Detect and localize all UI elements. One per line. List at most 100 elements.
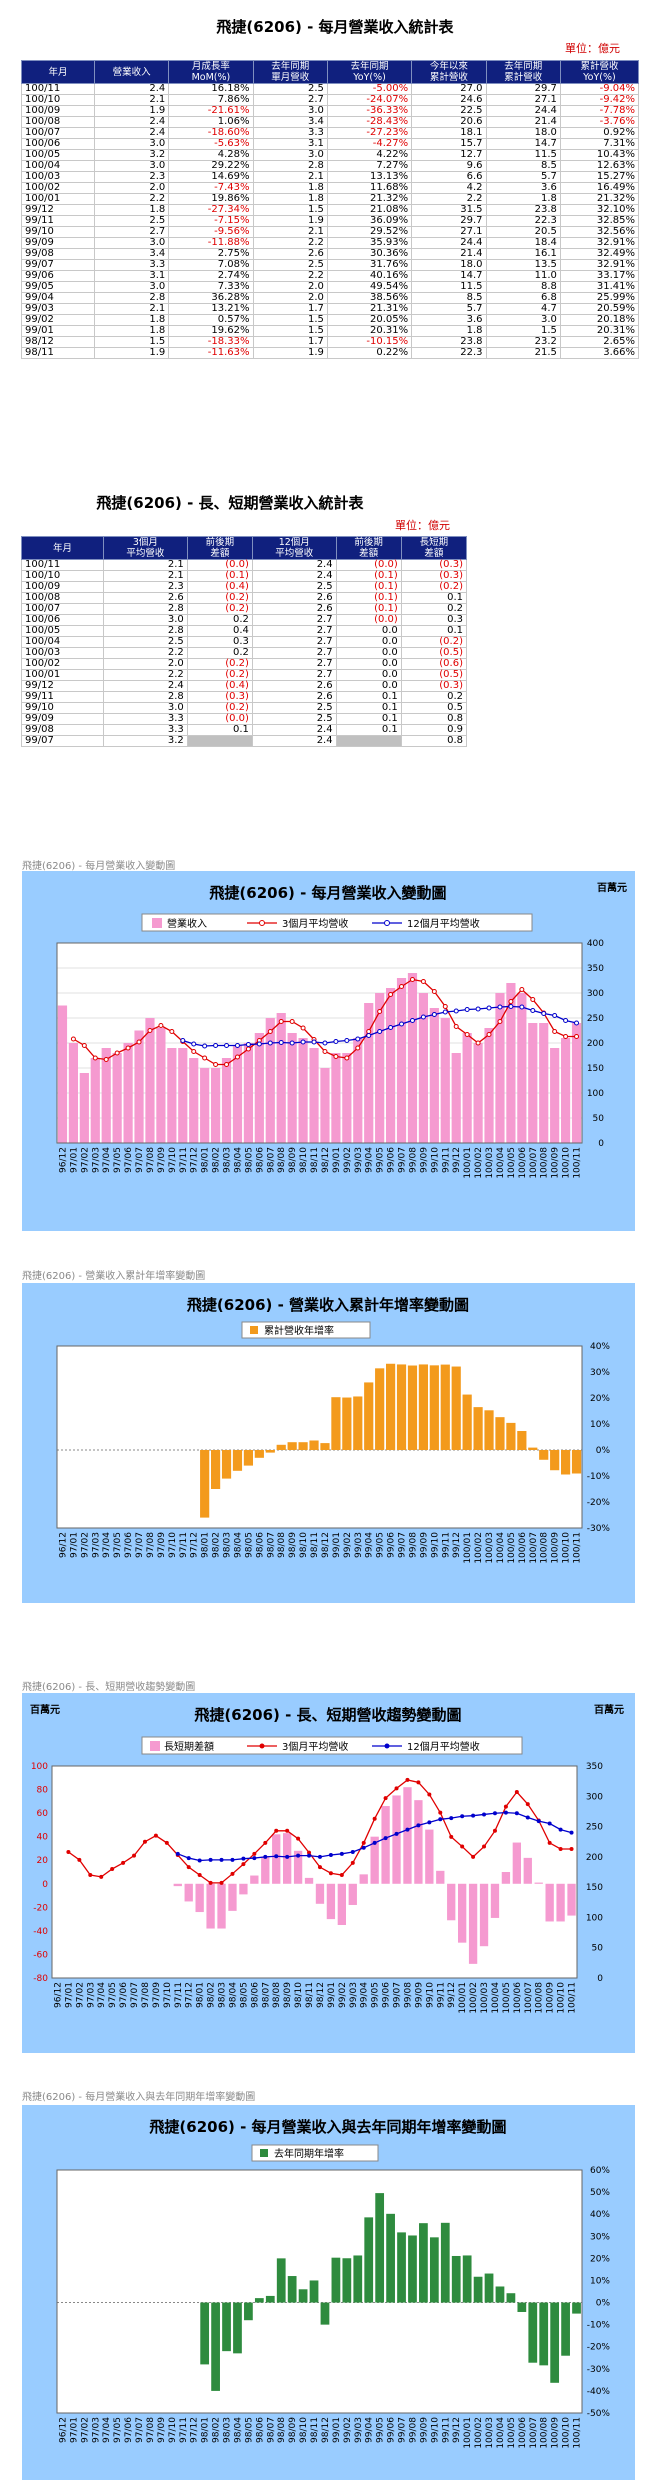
table-cell: 32.91% xyxy=(559,237,640,249)
x-tick-label: 100/10 xyxy=(557,1982,567,2014)
table-cell: 100/05 xyxy=(21,149,95,161)
x-tick-label: 99/12 xyxy=(452,1147,462,1173)
line-point xyxy=(449,1834,454,1839)
table-cell: (0.3) xyxy=(400,570,468,582)
y-tick-label-left: 20 xyxy=(37,1856,49,1866)
table-cell xyxy=(186,735,253,747)
x-tick-label: 97/08 xyxy=(146,1147,156,1173)
bar xyxy=(304,1877,314,1884)
line-point xyxy=(558,1827,563,1832)
table-cell: -21.61% xyxy=(168,105,254,117)
chart-panel-yoy: 飛捷(6206) - 每月營業收入與去年同期年增率變動圖 去年同期年增率 -50% -… xyxy=(22,2105,635,2480)
chart-title: 飛捷(6206) - 每月營業收入與去年同期年增率變動圖 xyxy=(148,2118,506,2136)
header-cell: 營業收入 xyxy=(93,60,170,84)
x-tick-label: 99/11 xyxy=(441,1147,451,1173)
bar xyxy=(287,1442,297,1450)
legend-box xyxy=(241,1321,371,1339)
table-cell: 32.10% xyxy=(559,204,640,216)
table-cell: (0.2) xyxy=(400,636,468,648)
x-tick-label: 98/08 xyxy=(277,1532,287,1558)
table-cell: 24.4 xyxy=(411,237,487,249)
unit-label-right: 百萬元 xyxy=(594,1703,624,1716)
bar xyxy=(386,988,396,1143)
table-cell: 13.13% xyxy=(326,171,413,183)
bar xyxy=(451,1053,461,1143)
table-cell: 2.8 xyxy=(93,292,170,304)
bar xyxy=(243,1043,253,1143)
line-point xyxy=(416,1823,421,1828)
table-cell: 1.8 xyxy=(93,204,170,216)
line-point xyxy=(333,1039,339,1044)
legend-marker-12m xyxy=(384,1743,390,1749)
bar xyxy=(315,1883,325,1904)
table-row: 99/09 3.3 (0.0) 2.5 0.1 0.8 xyxy=(20,713,468,725)
table-cell: 1.9 xyxy=(93,105,170,117)
table-cell: 7.31% xyxy=(559,138,640,150)
bar xyxy=(337,1883,346,1925)
line-point xyxy=(132,1853,137,1858)
x-tick-label: 99/11 xyxy=(441,2417,451,2443)
bar xyxy=(473,1043,483,1143)
table-row: 100/05 2.8 0.4 2.7 0.0 0.1 xyxy=(20,625,468,637)
y-tick-label-right: 100 xyxy=(586,1913,603,1923)
x-tick-label: 98/05 xyxy=(244,2417,254,2443)
bar xyxy=(447,1883,456,1921)
table-cell: 2.6 xyxy=(252,248,328,260)
header-cell: 累計營收 YoY(%) xyxy=(559,60,640,84)
x-tick-label: 100/09 xyxy=(551,2417,561,2449)
bar xyxy=(293,1850,303,1884)
table-cell: 21.08% xyxy=(326,204,413,216)
legend-box xyxy=(251,2144,379,2162)
x-tick-label: 97/09 xyxy=(157,1147,167,1173)
x-tick-label: 97/12 xyxy=(185,1982,195,2008)
x-tick-label: 98/06 xyxy=(255,1532,265,1558)
bar xyxy=(206,1883,215,1929)
bar xyxy=(539,2302,549,2366)
bar xyxy=(239,1883,248,1895)
line-point xyxy=(197,1858,202,1863)
y-tick-label: -30% xyxy=(587,1524,611,1534)
x-tick-label: 100/07 xyxy=(529,1532,539,1564)
line-point xyxy=(245,1042,251,1047)
table-cell: 2.5 xyxy=(251,581,337,593)
x-tick-label: 97/01 xyxy=(69,1147,79,1173)
table-row: 100/09 1.9 -21.61% 3.0 -36.33% 22.5 24.4 -7.78% xyxy=(21,105,640,117)
table-cell: 2.1 xyxy=(93,94,170,106)
header-cell: 前後期 差額 xyxy=(186,536,253,560)
bar xyxy=(403,1787,412,1884)
table-cell: 2.74% xyxy=(168,270,254,282)
line-point xyxy=(147,1028,153,1033)
bar xyxy=(200,1068,210,1143)
x-tick-label: 99/12 xyxy=(447,1982,457,2008)
bar xyxy=(68,1043,78,1143)
bar xyxy=(331,2257,341,2303)
table-cell: (0.0) xyxy=(335,614,402,626)
line-point xyxy=(202,1043,208,1049)
y-tick-label: 30% xyxy=(590,2232,610,2242)
line-point xyxy=(191,1049,197,1054)
table-row: 99/10 3.0 (0.2) 2.5 0.1 0.5 xyxy=(20,702,468,714)
table-cell: 21.4 xyxy=(485,116,561,128)
line-point xyxy=(317,1865,322,1870)
table-cell: 99/07 xyxy=(20,735,105,747)
table-cell: 1.5 xyxy=(93,336,170,348)
x-tick-label: 98/10 xyxy=(299,1532,309,1558)
legend-label-3m: 3個月平均營收 xyxy=(282,1740,348,1753)
x-tick-label: 99/05 xyxy=(376,2417,386,2443)
table-cell: 4.2 xyxy=(411,182,487,194)
x-tick-label: 99/10 xyxy=(425,1982,435,2008)
table-cell: 2.5 xyxy=(93,215,170,227)
table-cell: 23.2 xyxy=(485,336,561,348)
line-point xyxy=(482,1812,487,1817)
y-tick-label-right: 200 xyxy=(586,1853,603,1863)
bar xyxy=(539,1450,549,1460)
table-cell: 100/10 xyxy=(21,94,95,106)
line-point xyxy=(355,1045,361,1051)
bar xyxy=(440,2222,450,2303)
table-cell: 29.52% xyxy=(326,226,413,238)
table-cell: 1.9 xyxy=(252,215,328,227)
bar xyxy=(331,1053,341,1143)
x-tick-label: 98/08 xyxy=(277,1147,287,1173)
table-row: 99/01 1.8 19.62% 1.5 20.31% 1.8 1.5 20.31% xyxy=(21,325,640,337)
section-label-monthly: 飛捷(6206) - 每月營業收入變動圖 xyxy=(22,861,176,872)
